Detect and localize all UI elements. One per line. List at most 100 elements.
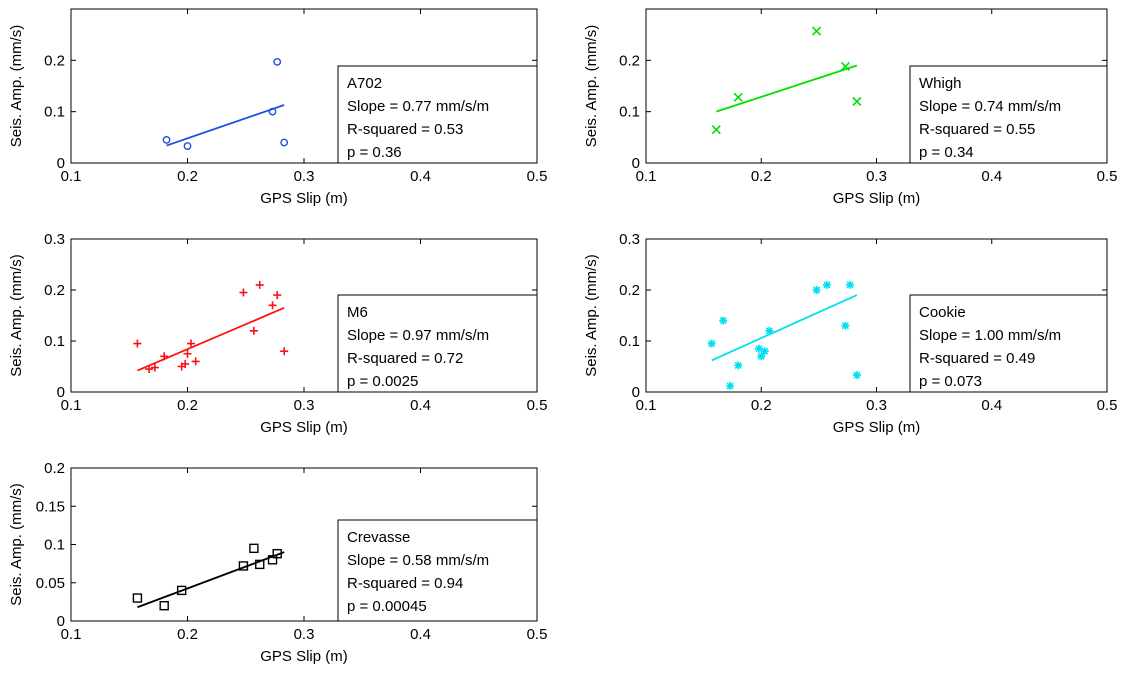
x-tick-label: 0.5 — [1097, 168, 1118, 185]
data-point — [133, 339, 142, 348]
x-tick-label: 0.1 — [636, 397, 657, 414]
x-tick-label: 0.3 — [294, 168, 315, 185]
y-axis-label: Seis. Amp. (mm/s) — [8, 483, 25, 606]
y-tick-label: 0.2 — [44, 282, 65, 299]
legend-station-name: Cookie — [919, 304, 966, 321]
data-point — [255, 559, 265, 570]
y-tick-label: 0 — [632, 384, 640, 401]
legend-stat-line: p = 0.073 — [919, 373, 982, 390]
data-point — [183, 142, 192, 150]
data-point — [159, 601, 169, 611]
data-point — [707, 339, 716, 348]
data-point — [132, 593, 143, 603]
data-point — [150, 363, 159, 372]
data-point — [852, 96, 862, 106]
data-point — [734, 361, 743, 370]
x-tick-label: 0.2 — [751, 397, 772, 414]
legend-stat-line: p = 0.0025 — [347, 373, 418, 390]
legend-stat-line: R-squared = 0.53 — [347, 121, 463, 138]
y-axis-label: Seis. Amp. (mm/s) — [583, 254, 600, 377]
legend-station-name: M6 — [347, 304, 368, 321]
fit-line — [137, 551, 285, 609]
y-tick-label: 0 — [57, 384, 65, 401]
y-tick-label: 0.1 — [44, 333, 65, 350]
legend-stat-line: R-squared = 0.55 — [919, 121, 1035, 138]
y-axis-label: Seis. Amp. (mm/s) — [8, 25, 25, 148]
y-tick-label: 0.2 — [44, 52, 65, 69]
x-axis-label: GPS Slip (m) — [260, 190, 348, 207]
data-point — [249, 543, 259, 554]
legend-stat-line: p = 0.36 — [347, 144, 402, 161]
x-tick-label: 0.4 — [410, 626, 431, 643]
y-tick-label: 0.3 — [619, 231, 640, 248]
fit-line — [166, 104, 285, 147]
y-tick-label: 0.1 — [619, 104, 640, 121]
legend-stat-line: Slope = 0.58 mm/s/m — [347, 552, 489, 569]
y-tick-label: 0.15 — [36, 498, 65, 515]
data-point — [812, 286, 821, 294]
data-point — [726, 381, 735, 390]
legend-station-name: A702 — [347, 75, 382, 92]
data-point — [273, 291, 282, 300]
legend-box — [337, 65, 538, 164]
data-point — [273, 57, 282, 66]
x-axis-label: GPS Slip (m) — [260, 648, 348, 665]
x-tick-label: 0.2 — [751, 168, 772, 185]
data-point — [268, 107, 277, 116]
data-point — [280, 138, 289, 147]
x-axis-label: GPS Slip (m) — [260, 419, 348, 436]
data-point — [733, 92, 743, 102]
y-tick-label: 0.1 — [44, 104, 65, 121]
data-point — [841, 321, 850, 330]
y-tick-label: 0.2 — [44, 460, 65, 477]
legend-station-name: Crevasse — [347, 529, 410, 546]
data-point — [845, 280, 854, 289]
legend-box — [337, 294, 538, 393]
data-point — [280, 347, 289, 356]
x-tick-label: 0.2 — [177, 626, 198, 643]
data-point — [160, 352, 169, 361]
x-tick-label: 0.4 — [410, 397, 431, 414]
data-point — [760, 347, 769, 356]
data-point — [840, 61, 850, 72]
data-point — [268, 301, 277, 310]
data-point — [754, 344, 763, 353]
x-tick-label: 0.3 — [866, 168, 887, 185]
x-tick-label: 0.5 — [527, 397, 548, 414]
y-tick-label: 0 — [57, 155, 65, 172]
y-tick-label: 0.1 — [44, 537, 65, 554]
data-point — [162, 135, 171, 144]
y-axis-label: Seis. Amp. (mm/s) — [8, 254, 25, 377]
data-point — [176, 585, 187, 596]
data-point — [822, 280, 831, 289]
data-point — [249, 326, 258, 335]
x-tick-label: 0.1 — [636, 168, 657, 185]
x-tick-label: 0.5 — [527, 626, 548, 643]
data-point — [812, 26, 822, 36]
data-point — [186, 339, 195, 348]
x-tick-label: 0.4 — [410, 168, 431, 185]
y-tick-label: 0 — [57, 613, 65, 630]
legend-box — [909, 65, 1108, 164]
data-point — [711, 125, 721, 135]
x-tick-label: 0.1 — [61, 626, 82, 643]
y-tick-label: 0 — [632, 155, 640, 172]
data-point — [757, 352, 766, 361]
x-tick-label: 0.5 — [527, 168, 548, 185]
x-tick-label: 0.4 — [981, 397, 1002, 414]
x-tick-label: 0.1 — [61, 397, 82, 414]
x-tick-label: 0.2 — [177, 168, 198, 185]
data-point — [181, 359, 190, 368]
data-point — [238, 561, 249, 571]
data-point — [765, 326, 774, 335]
legend-box — [909, 294, 1108, 393]
legend-stat-line: Slope = 0.77 mm/s/m — [347, 98, 489, 115]
x-tick-label: 0.3 — [294, 626, 315, 643]
data-point — [255, 280, 264, 289]
scatter-panel-5: 0.1 0.2 0.3 0.4 0.5 0 0.05 0.1 0.15 0.2 GPS Slip (… — [8, 460, 547, 665]
legend-stat-line: Slope = 1.00 mm/s/m — [919, 327, 1061, 344]
